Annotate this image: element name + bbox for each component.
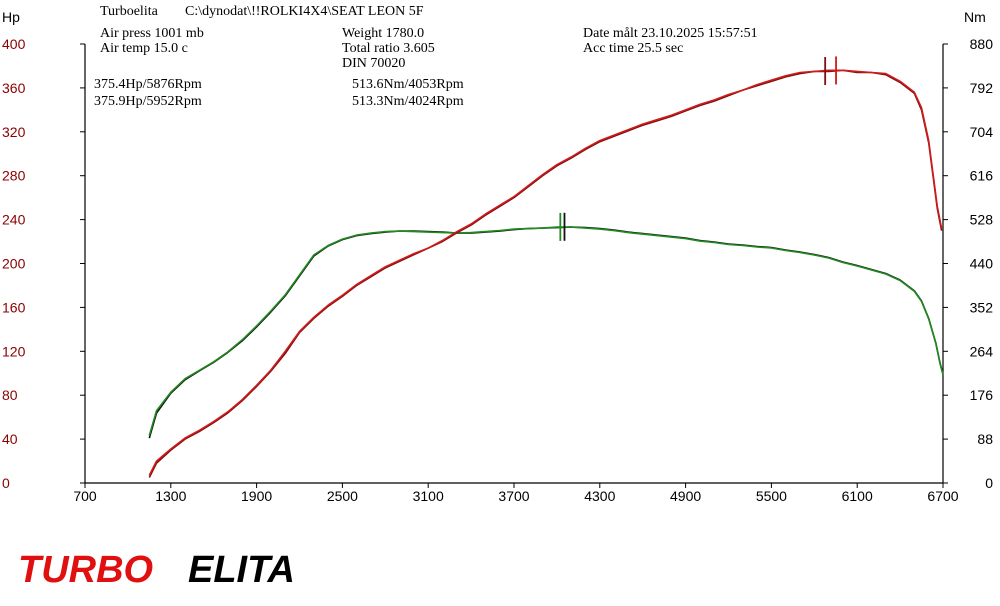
x-tick-label: 3100 <box>413 488 444 504</box>
header-din: DIN 70020 <box>342 56 405 71</box>
power-curve-run2 <box>148 69 943 476</box>
right-axis-unit: Nm <box>964 9 986 25</box>
y-right-tick-label: 792 <box>970 80 994 96</box>
y-right-tick-label: 176 <box>970 387 994 403</box>
peak-markers <box>559 56 837 241</box>
y-left-tick-label: 400 <box>2 36 26 52</box>
y-left-tick-label: 200 <box>2 256 26 272</box>
logo-text-turbo: TURBO <box>18 549 153 591</box>
y-right-tick-label: 352 <box>970 299 994 315</box>
y-right-tick-label: 528 <box>970 212 994 228</box>
x-tick-label: 1300 <box>155 488 186 504</box>
y-left-tick-label: 240 <box>2 212 26 228</box>
y-left-tick-label: 40 <box>2 431 18 447</box>
y-right-tick-label: 440 <box>970 256 994 272</box>
header-air-temp: Air temp 15.0 c <box>100 41 188 56</box>
header-file-path: C:\dynodat\!!ROLKI4X4\SEAT LEON 5F <box>185 4 424 19</box>
y-right-tick-label: 0 <box>985 475 993 491</box>
y-left-tick-label: 80 <box>2 387 18 403</box>
x-tick-label: 3700 <box>498 488 529 504</box>
logo-text-elita: ELITA <box>188 549 295 591</box>
header-air-press: Air press 1001 mb <box>100 26 204 41</box>
x-tick-label: 2500 <box>327 488 358 504</box>
y-right-tick-label: 880 <box>970 36 994 52</box>
y-left-tick-label: 280 <box>2 168 26 184</box>
torque-curve-run1 <box>148 226 944 439</box>
turboelita-logo: TURBO ELITA <box>18 549 295 591</box>
y-right-tick-label: 704 <box>970 124 994 140</box>
x-tick-label: 6100 <box>842 488 873 504</box>
x-tick-label: 5500 <box>756 488 787 504</box>
header-weight: Weight 1780.0 <box>342 26 424 41</box>
series-lines <box>148 69 944 478</box>
y-right-tick-label: 616 <box>970 168 994 184</box>
x-tick-label: 1900 <box>241 488 272 504</box>
y-left-tick-label: 320 <box>2 124 26 140</box>
annotation-hp-run2: 375.9Hp/5952Rpm <box>94 94 202 109</box>
y-left-tick-label: 120 <box>2 343 26 359</box>
torque-curve-run2 <box>148 226 944 436</box>
axis-ticks: 700 1300 1900 2500 3100 3700 4300 4900 5500 6100 6… <box>2 36 993 504</box>
annotation-nm-run2: 513.3Nm/4024Rpm <box>352 94 464 109</box>
y-left-tick-label: 160 <box>2 299 26 315</box>
annotation-nm-run1: 513.6Nm/4053Rpm <box>352 77 464 92</box>
x-tick-label: 4900 <box>670 488 701 504</box>
left-axis-unit: Hp <box>2 9 20 25</box>
header-acc-time: Acc time 25.5 sec <box>583 41 683 56</box>
x-tick-label: 700 <box>73 488 97 504</box>
header-total-ratio: Total ratio 3.605 <box>342 41 435 56</box>
x-tick-label: 4300 <box>584 488 615 504</box>
y-right-tick-label: 88 <box>977 431 993 447</box>
annotation-hp-run1: 375.4Hp/5876Rpm <box>94 77 202 92</box>
x-tick-label: 6700 <box>927 488 958 504</box>
y-left-tick-label: 360 <box>2 80 26 96</box>
y-right-tick-label: 264 <box>970 343 994 359</box>
header-date: Date målt 23.10.2025 15:57:51 <box>583 26 758 41</box>
y-left-tick-label: 0 <box>2 475 10 491</box>
header-program: Turboelita <box>100 4 159 19</box>
power-curve-run1 <box>148 69 943 478</box>
